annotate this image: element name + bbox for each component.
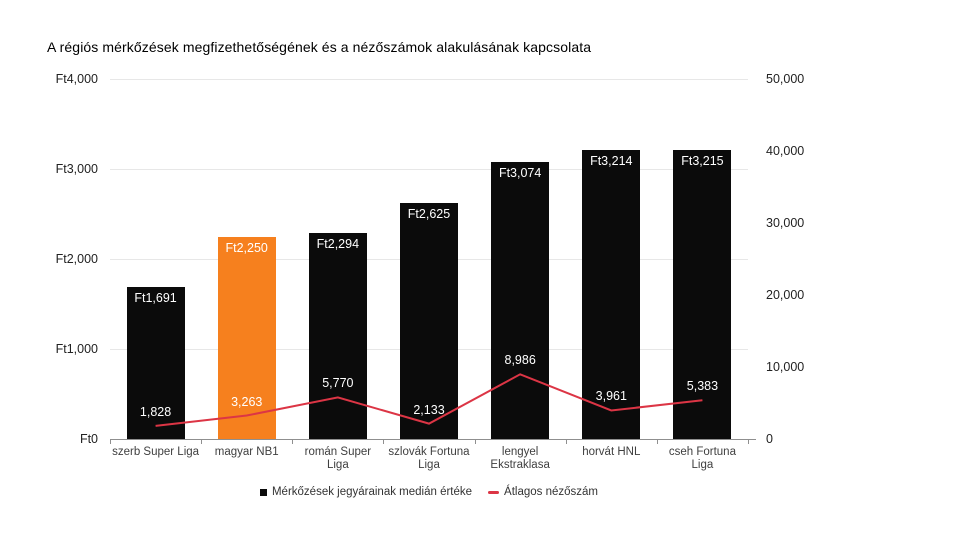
legend-item-bar-series: Mérkőzések jegyárainak medián értéke: [259, 486, 473, 498]
left-axis-tick-label: Ft2,000: [55, 252, 98, 266]
x-axis-tick: [565, 439, 567, 444]
legend-label-line-series: Átlagos nézőszám: [504, 486, 599, 498]
left-axis-tick-label: Ft1,000: [55, 342, 98, 356]
x-axis-tick: [110, 439, 111, 444]
right-axis-tick-label: 30,000: [766, 216, 805, 230]
x-axis-line: [110, 438, 756, 440]
category-label: szerb Super Liga: [112, 446, 200, 458]
x-axis-tick: [656, 439, 658, 444]
legend-label-bar-series: Mérkőzések jegyárainak medián értéke: [271, 486, 473, 498]
bar-value-label: Ft3,215: [681, 153, 724, 168]
left-axis-tick-label: Ft0: [79, 432, 98, 446]
gridline: [110, 78, 748, 80]
bar-series-swatch-icon: [259, 488, 267, 496]
right-axis-tick-label: 0: [766, 432, 773, 446]
x-axis-tick: [201, 439, 203, 444]
bar-value-label: Ft2,625: [407, 206, 451, 221]
category-label: horvát HNL: [582, 446, 641, 458]
chart-title: A régiós mérkőzések megfizethetőségének …: [47, 39, 592, 55]
right-axis-tick-label: 40,000: [766, 144, 805, 158]
left-axis-tick-label: Ft3,000: [55, 162, 98, 176]
category-label: magyar NB1: [214, 446, 279, 458]
x-axis-tick: [748, 439, 749, 444]
bar-lengyel-ekstraklasa: Ft3,074: [491, 162, 550, 439]
line-series-swatch-icon: [488, 490, 500, 494]
category-label: szlovák Fortuna Liga: [388, 446, 470, 471]
category-label: román Super Liga: [304, 446, 372, 471]
x-axis-tick: [474, 439, 476, 444]
category-label: lengyel Ekstraklasa: [490, 446, 550, 471]
bar-magyar-nb1: Ft2,250: [217, 236, 276, 439]
line-point-label: 3,263: [231, 394, 263, 409]
category-label: cseh Fortuna Liga: [668, 446, 736, 471]
chart-legend: Mérkőzések jegyárainak medián értéke Átl…: [110, 484, 748, 500]
bar-value-label: Ft3,214: [590, 153, 633, 168]
left-axis-tick-label: Ft4,000: [55, 72, 98, 86]
line-point-label: 5,770: [322, 376, 354, 391]
bar-value-label: Ft2,250: [225, 240, 268, 255]
bar-cseh-fortuna-liga: Ft3,215: [673, 149, 732, 439]
right-axis-tick-label: 20,000: [766, 288, 805, 302]
bar-román-super-liga: Ft2,294: [308, 232, 367, 439]
x-axis-tick: [383, 439, 385, 444]
bar-value-label: Ft2,294: [316, 236, 360, 251]
right-axis-tick-label: 10,000: [766, 360, 805, 374]
bar-value-label: Ft1,691: [134, 290, 177, 305]
line-point-label: 8,986: [504, 353, 536, 368]
right-axis-tick-label: 50,000: [766, 72, 805, 86]
legend-item-line-series: Átlagos nézőszám: [488, 486, 598, 498]
bar-value-label: Ft3,074: [498, 166, 542, 181]
line-point-label: 3,961: [595, 389, 627, 404]
line-point-label: 2,133: [413, 402, 445, 417]
x-axis-tick: [292, 439, 294, 444]
line-point-label: 5,383: [686, 379, 719, 394]
line-point-label: 1,828: [139, 404, 172, 419]
gridline: [110, 168, 748, 170]
